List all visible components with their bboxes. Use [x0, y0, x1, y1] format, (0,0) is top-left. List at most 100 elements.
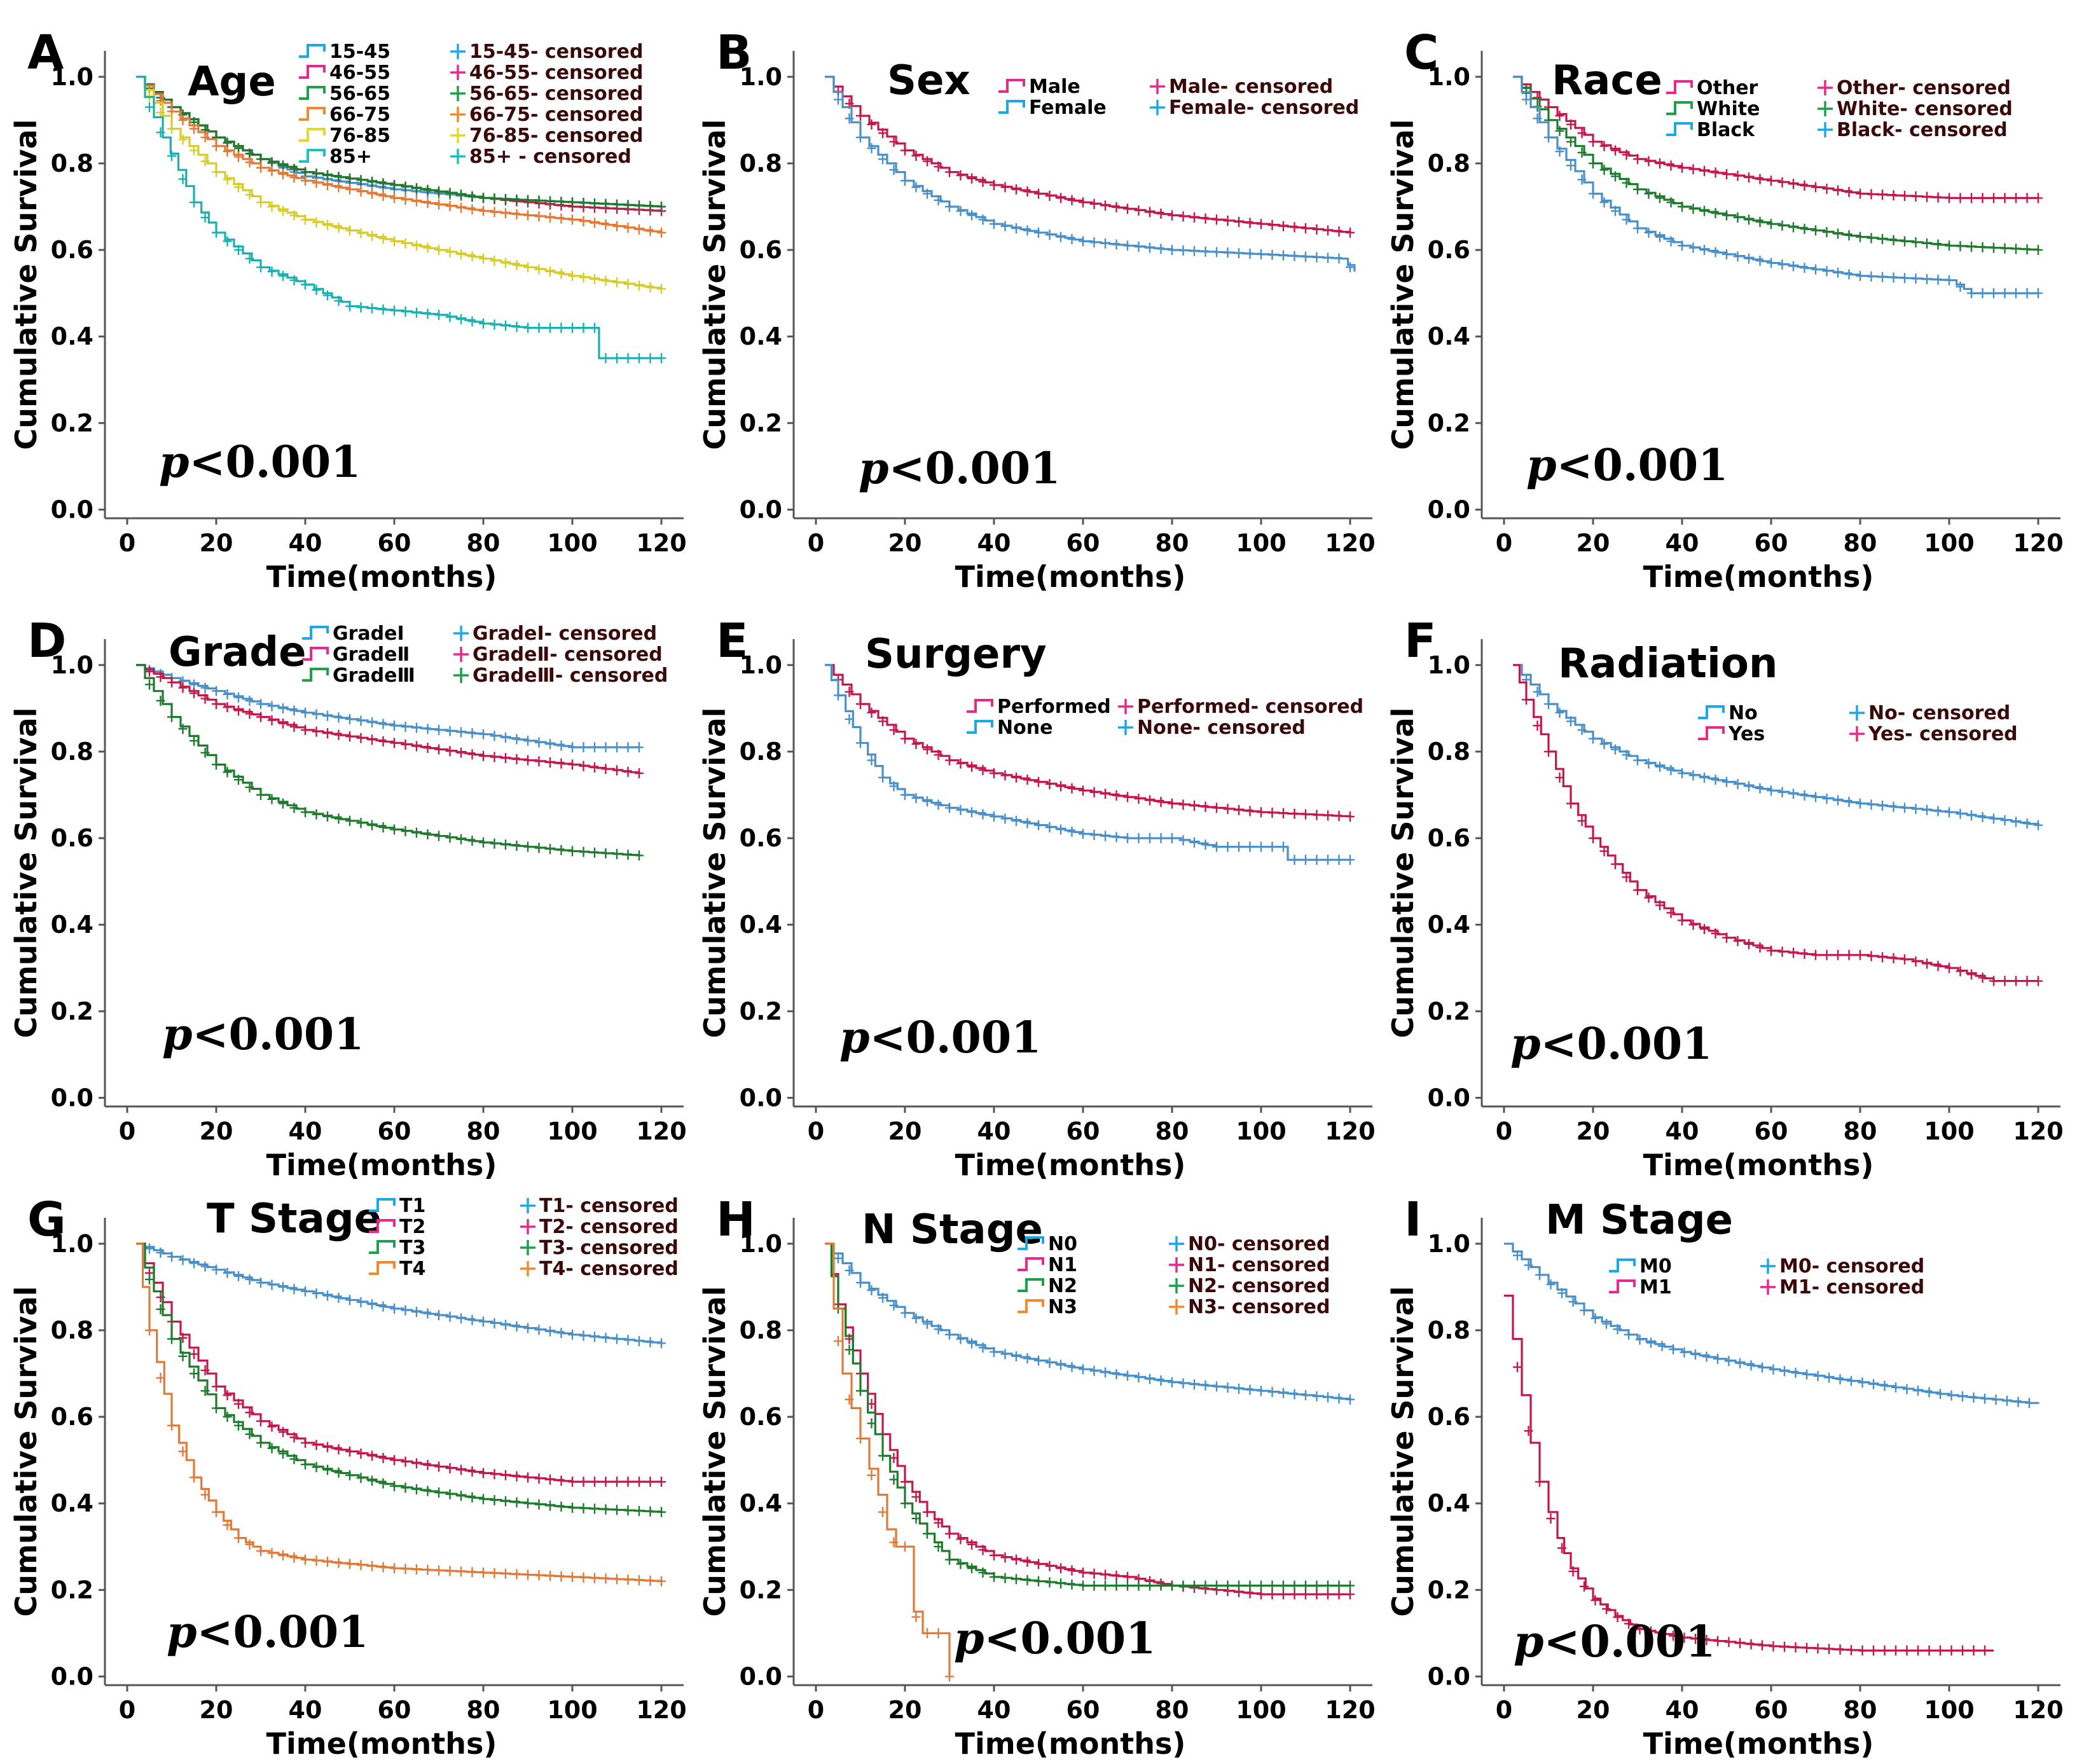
censor-mark — [856, 1278, 865, 1288]
censor-mark — [1655, 231, 1664, 242]
censor-mark — [145, 1274, 154, 1285]
censor-mark — [1190, 837, 1199, 848]
y-tick-label: 0.6 — [740, 1403, 782, 1431]
censor-mark — [334, 813, 343, 824]
legend: Performed Performed- censored None None- ce… — [967, 696, 1363, 739]
censor-mark — [312, 1440, 321, 1450]
censor-mark — [1622, 177, 1631, 188]
censor-mark — [534, 264, 544, 275]
censor-mark — [223, 1520, 232, 1531]
censor-mark — [1535, 1477, 1544, 1487]
censor-mark — [834, 690, 843, 701]
censor-mark — [190, 1349, 198, 1360]
censor-mark — [256, 699, 265, 710]
censor-mark — [1947, 1390, 1956, 1401]
censor-mark — [1989, 242, 1998, 253]
censor-mark — [1825, 1644, 1833, 1655]
censor-mark — [2003, 1395, 2011, 1406]
censor-mark — [1669, 1344, 1678, 1354]
censor-mark — [1178, 835, 1188, 846]
censor-mark — [845, 113, 854, 124]
censor-mark — [390, 738, 399, 748]
censor-mark — [356, 228, 366, 238]
censor-mark — [390, 1455, 399, 1466]
censor-mark — [223, 137, 232, 148]
censor-mark — [911, 1313, 921, 1324]
x-tick-label: 0 — [1496, 1117, 1512, 1145]
censor-mark — [1145, 795, 1154, 806]
legend-label: Yes — [1728, 723, 1765, 745]
censor-mark — [623, 279, 633, 289]
censor-mark — [401, 181, 410, 192]
censor-mark — [1700, 245, 1709, 256]
censor-mark — [423, 308, 432, 319]
censor-mark — [601, 1573, 611, 1584]
censor-mark — [1522, 694, 1531, 705]
censor-mark — [889, 1537, 899, 1548]
censor-mark — [546, 266, 555, 277]
censor-mark — [657, 1576, 666, 1587]
censor-marks-other — [1522, 83, 2043, 203]
x-tick-label: 60 — [1066, 529, 1100, 557]
censor-mark — [1911, 273, 1921, 284]
legend-censored-label: Other- censored — [1837, 77, 2011, 99]
y-tick-label: 0.0 — [1428, 1662, 1470, 1690]
censor-mark — [1844, 269, 1854, 280]
censor-mark — [1067, 1361, 1077, 1372]
censor-mark — [1813, 1370, 1823, 1381]
legend-censored-label: GradeⅢ- censored — [473, 665, 668, 687]
censor-mark — [967, 1563, 976, 1574]
censor-mark — [1089, 198, 1099, 209]
censor-mark — [356, 818, 366, 829]
censor-mark — [479, 205, 488, 216]
censor-mark — [990, 1346, 998, 1357]
censor-mark — [1591, 1313, 1600, 1324]
censor-mark — [523, 210, 532, 221]
censor-mark — [1156, 833, 1166, 844]
censor-mark — [1544, 746, 1553, 757]
censor-mark — [434, 830, 443, 841]
censor-mark — [1811, 792, 1820, 803]
censor-mark — [223, 1267, 232, 1278]
censor-mark — [1789, 179, 1798, 189]
censor-mark — [490, 731, 499, 741]
censor-mark — [445, 1311, 455, 1322]
censor-mark — [1279, 841, 1288, 852]
censor-mark — [1267, 249, 1277, 260]
censor-mark — [878, 716, 887, 727]
censor-mark — [234, 182, 243, 193]
x-tick-label: 80 — [1844, 1696, 1877, 1724]
censor-mark — [601, 353, 611, 364]
censor-mark — [1811, 949, 1820, 960]
censor-mark — [345, 1559, 354, 1569]
censor-mark — [534, 756, 544, 767]
censor-mark — [445, 832, 455, 843]
censor-mark — [378, 1478, 388, 1489]
censor-mark — [1279, 250, 1288, 261]
censor-mark — [1145, 1580, 1154, 1591]
legend-censor-icon — [450, 107, 466, 122]
legend-censor-icon — [1818, 101, 1833, 116]
censor-mark — [1267, 219, 1277, 230]
censor-mark — [1034, 776, 1043, 787]
censor-mark — [1568, 1566, 1578, 1577]
legend-step-icon — [1666, 122, 1693, 136]
legend-step-icon — [299, 107, 326, 121]
censor-mark — [546, 1500, 555, 1511]
censor-mark — [1000, 813, 1010, 824]
censor-mark — [1123, 203, 1132, 214]
censor-mark — [523, 1498, 532, 1509]
legend-censored-label: N3- censored — [1188, 1296, 1330, 1318]
censor-mark — [401, 307, 410, 317]
censor-mark — [412, 741, 421, 752]
censor-mark — [390, 1480, 399, 1491]
censor-mark — [601, 1477, 611, 1487]
censor-mark — [445, 1489, 455, 1499]
censor-mark — [501, 258, 510, 268]
censor-mark — [1257, 219, 1266, 230]
censor-mark — [1867, 271, 1876, 282]
censor-mark — [445, 188, 455, 198]
panel-title: N Stage — [862, 1206, 1043, 1253]
censor-mark — [1780, 1641, 1789, 1652]
censor-mark — [1112, 202, 1121, 212]
